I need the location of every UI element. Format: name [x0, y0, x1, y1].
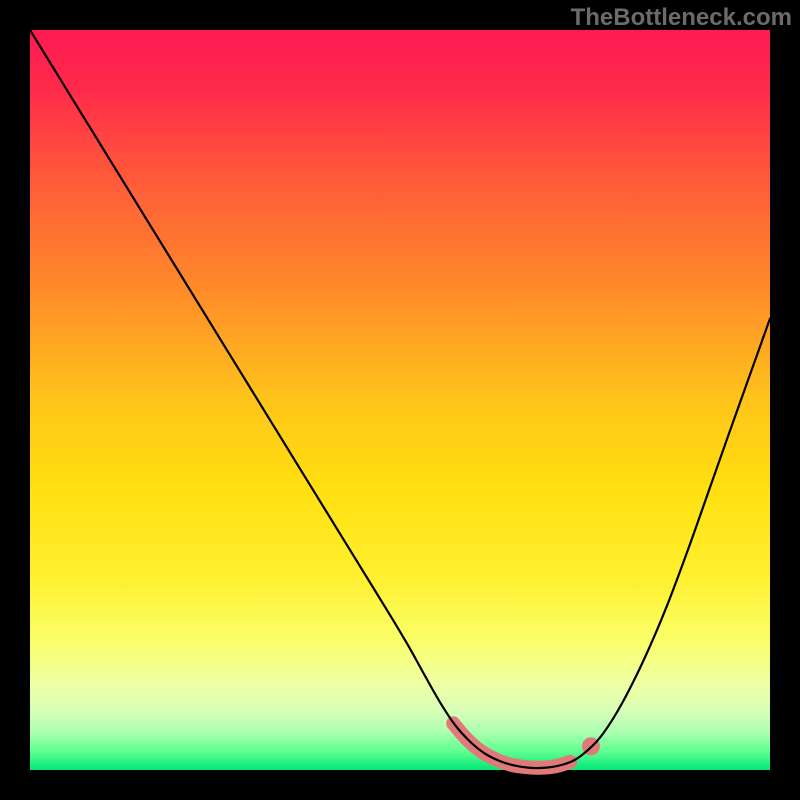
chart-svg	[0, 0, 800, 800]
bottleneck-chart: TheBottleneck.com	[0, 0, 800, 800]
chart-background	[30, 30, 770, 770]
watermark-text: TheBottleneck.com	[571, 4, 792, 32]
